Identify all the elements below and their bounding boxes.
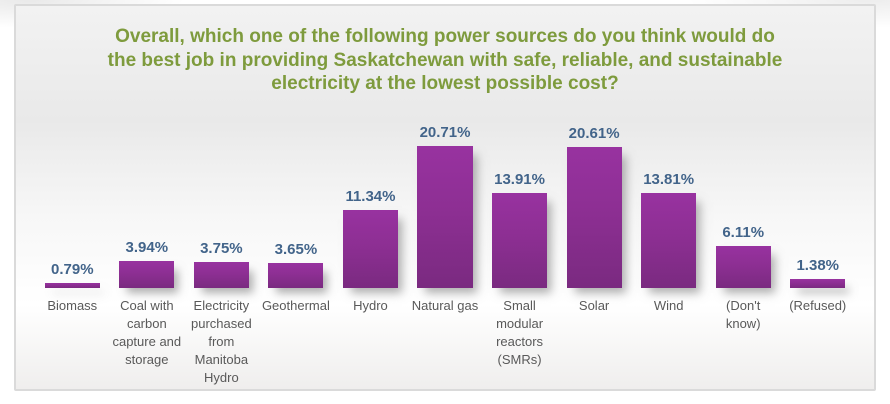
bar (715, 246, 771, 288)
value-label: 3.94% (125, 239, 169, 256)
bar-column: 3.75% Electricity purchased from Manitoba… (184, 119, 259, 387)
chart-frame: Overall, which one of the following powe… (14, 4, 876, 391)
bar (44, 283, 100, 288)
bar-column: 3.65% Geothermal (259, 119, 334, 387)
bar-column: 11.34% Hydro (333, 119, 408, 387)
value-label: 3.65% (274, 241, 318, 258)
bar (491, 193, 548, 288)
bar (119, 261, 175, 288)
category-label: (Don't know) (725, 298, 761, 331)
bar (417, 146, 473, 288)
bar (566, 147, 622, 288)
bar-stack: 0.79% (35, 119, 110, 288)
category-label: Coal with carbon capture and storage (112, 298, 182, 367)
value-label: 6.11% (722, 224, 765, 241)
chart-title: Overall, which one of the following powe… (107, 26, 783, 95)
bar-stack: 13.91% (482, 119, 557, 288)
category-label: Hydro (353, 298, 388, 313)
bar-stack: 3.75% (184, 119, 259, 288)
value-label: 1.38% (796, 257, 840, 274)
bar-column: 13.91% Small modular reactors (SMRs) (482, 119, 557, 387)
bar (342, 210, 399, 288)
category-label: (Refused) (789, 298, 847, 313)
bar-stack: 13.81% (631, 119, 706, 288)
bar (641, 193, 697, 288)
value-label: 20.71% (419, 124, 471, 141)
value-label: 11.34% (345, 188, 396, 205)
category-label: Electricity purchased from Manitoba Hydr… (191, 298, 252, 385)
value-label: 0.79% (51, 261, 94, 278)
bar-stack: 1.38% (780, 119, 855, 288)
bar-column: 20.71% Natural gas (408, 119, 483, 387)
bar-stack: 11.34% (333, 119, 408, 288)
value-label: 13.91% (494, 171, 545, 188)
value-label: 13.81% (643, 171, 695, 188)
bar-column: 3.94% Coal with carbon capture and storag… (110, 119, 185, 387)
category-label: Natural gas (411, 298, 479, 313)
bar (193, 262, 249, 288)
category-label: Small modular reactors (SMRs) (496, 298, 544, 367)
plot-area: 0.79% Biomass 3.94% Coal with carbon captur… (35, 119, 855, 387)
bar-stack: 6.11% (706, 119, 781, 288)
bar-column: 13.81% Wind (631, 119, 706, 387)
bar-stack: 3.65% (259, 119, 334, 288)
category-label: Wind (653, 298, 684, 313)
category-label: Solar (578, 298, 610, 313)
value-label: 20.61% (568, 125, 620, 142)
bar-stack: 20.71% (408, 119, 483, 288)
category-label: Geothermal (261, 298, 330, 313)
bar-column: 0.79% Biomass (35, 119, 110, 387)
bar (790, 279, 846, 288)
bar-stack: 20.61% (557, 119, 632, 288)
bar (268, 263, 324, 288)
value-label: 3.75% (200, 240, 243, 257)
bar-column: 1.38% (Refused) (780, 119, 855, 387)
bar-column: 6.11% (Don't know) (706, 119, 781, 387)
bar-column: 20.61% Solar (557, 119, 632, 387)
bar-stack: 3.94% (110, 119, 185, 288)
category-label: Biomass (47, 298, 98, 313)
